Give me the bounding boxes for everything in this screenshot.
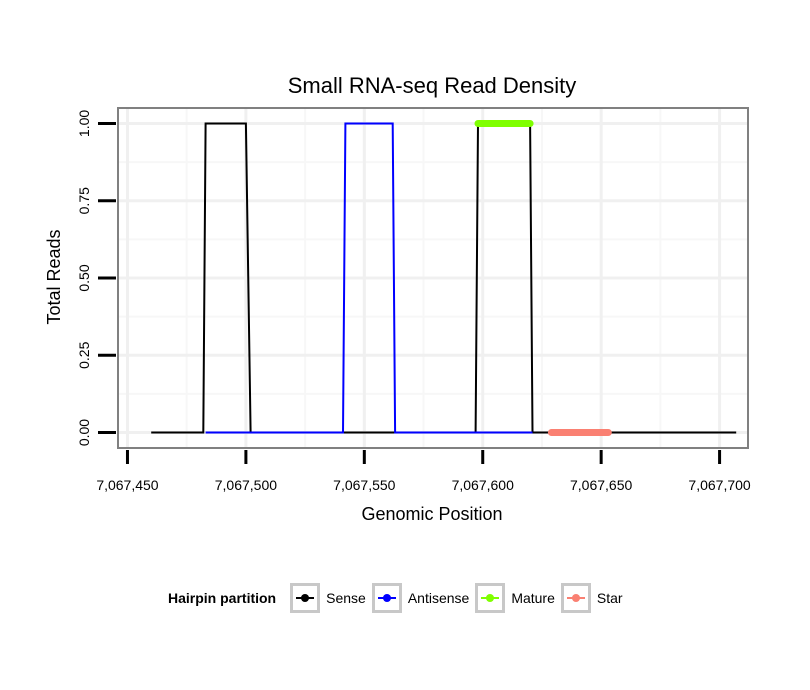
legend-label-sense: Sense xyxy=(326,590,366,606)
legend-label-star: Star xyxy=(596,590,623,606)
legend-item-antisense: Antisense xyxy=(371,583,470,613)
legend: Hairpin partition Sense Antisense Mature… xyxy=(168,580,629,616)
legend-key-star xyxy=(560,583,591,613)
legend-item-mature: Mature xyxy=(475,583,555,613)
series-line-antisense xyxy=(205,122,533,434)
chart-title: Small RNA-seq Read Density xyxy=(288,73,577,98)
legend-dot-star xyxy=(571,594,580,602)
legend-dot-sense xyxy=(301,594,310,602)
legend-dot-mature xyxy=(486,594,495,602)
legend-dot-antisense xyxy=(382,594,391,602)
legend-item-sense: Sense xyxy=(290,583,366,613)
legend-label-antisense: Antisense xyxy=(407,590,470,606)
series-line-sense xyxy=(151,122,737,434)
x-tick-label: 7,067,550 xyxy=(333,477,395,493)
x-tick-label: 7,067,600 xyxy=(452,477,514,493)
x-tick-label: 7,067,450 xyxy=(96,477,158,493)
y-axis-label: Total Reads xyxy=(44,229,64,324)
legend-key-sense xyxy=(290,583,321,613)
y-tick-label: 1.00 xyxy=(76,110,92,137)
y-tick-label: 0.00 xyxy=(76,419,92,446)
plot-border xyxy=(117,107,749,449)
x-axis-label: Genomic Position xyxy=(361,504,502,524)
x-tick-label: 7,067,500 xyxy=(215,477,277,493)
x-tick-label: 7,067,700 xyxy=(688,477,750,493)
legend-item-star: Star xyxy=(560,583,623,613)
legend-title: Hairpin partition xyxy=(168,590,277,606)
legend-label-mature: Mature xyxy=(511,590,555,606)
legend-key-antisense xyxy=(371,583,402,613)
y-tick-label: 0.75 xyxy=(76,187,92,214)
y-tick-label: 0.50 xyxy=(76,264,92,291)
legend-key-mature xyxy=(475,583,506,613)
y-tick-label: 0.25 xyxy=(76,341,92,368)
x-tick-label: 7,067,650 xyxy=(570,477,632,493)
